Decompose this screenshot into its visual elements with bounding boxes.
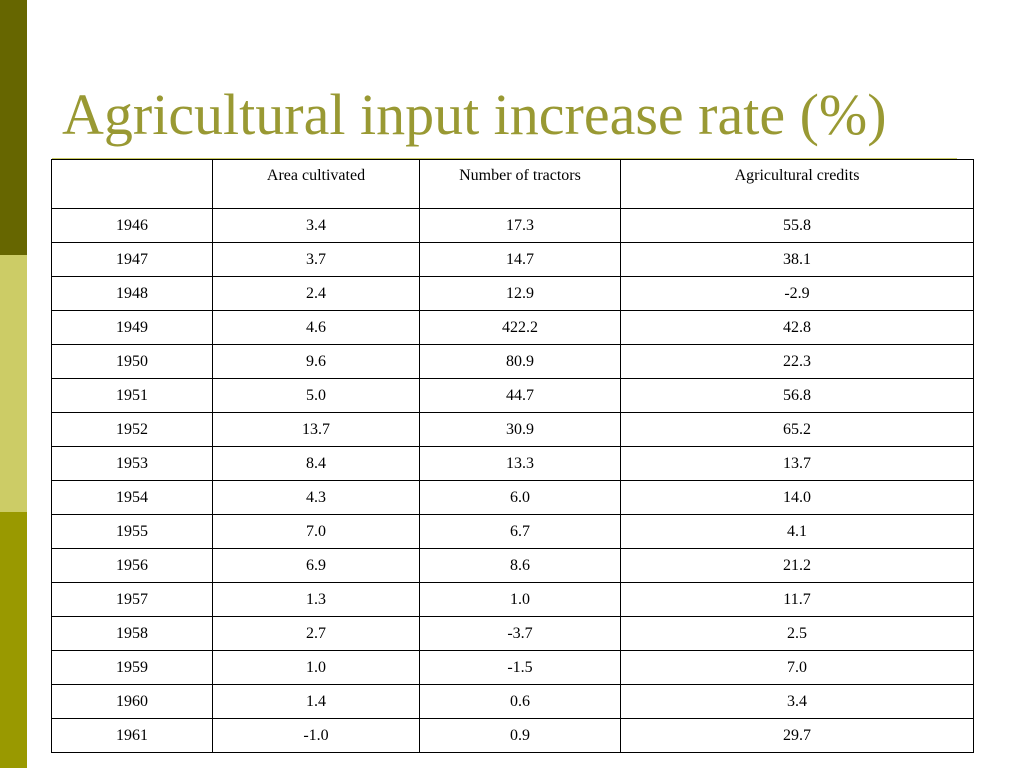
year-cell: 1954 — [51, 480, 213, 515]
year-cell: 1948 — [51, 276, 213, 311]
sidebar-stripe-light — [0, 255, 27, 512]
area-cultivated-cell: 4.3 — [212, 480, 420, 515]
area-cultivated-cell: 9.6 — [212, 344, 420, 379]
tractors-cell: 0.6 — [419, 684, 621, 719]
header-cell-tractors: Number of tractors — [419, 159, 621, 209]
year-cell: 1953 — [51, 446, 213, 481]
table-row: 1961 -1.0 0.9 29.7 — [51, 718, 974, 753]
area-cultivated-cell: 6.9 — [212, 548, 420, 583]
table-row: 1950 9.6 80.9 22.3 — [51, 344, 974, 379]
area-cultivated-cell: 2.7 — [212, 616, 420, 651]
header-cell-year — [51, 159, 213, 209]
credits-cell: 55.8 — [620, 208, 974, 243]
credits-cell: 3.4 — [620, 684, 974, 719]
tractors-cell: 6.7 — [419, 514, 621, 549]
area-cultivated-cell: 2.4 — [212, 276, 420, 311]
year-cell: 1960 — [51, 684, 213, 719]
header-cell-credits: Agricultural credits — [620, 159, 974, 209]
area-cultivated-cell: -1.0 — [212, 718, 420, 753]
sidebar-stripe-dark — [0, 0, 27, 255]
credits-cell: 38.1 — [620, 242, 974, 277]
year-cell: 1958 — [51, 616, 213, 651]
year-cell: 1946 — [51, 208, 213, 243]
tractors-cell: 12.9 — [419, 276, 621, 311]
tractors-cell: 1.0 — [419, 582, 621, 617]
credits-cell: 11.7 — [620, 582, 974, 617]
tractors-cell: -1.5 — [419, 650, 621, 685]
credits-cell: 2.5 — [620, 616, 974, 651]
year-cell: 1959 — [51, 650, 213, 685]
year-cell: 1956 — [51, 548, 213, 583]
credits-cell: 4.1 — [620, 514, 974, 549]
tractors-cell: -3.7 — [419, 616, 621, 651]
table-row: 1947 3.7 14.7 38.1 — [51, 242, 974, 277]
year-cell: 1952 — [51, 412, 213, 447]
table-row: 1953 8.4 13.3 13.7 — [51, 446, 974, 481]
credits-cell: -2.9 — [620, 276, 974, 311]
tractors-cell: 13.3 — [419, 446, 621, 481]
year-cell: 1961 — [51, 718, 213, 753]
tractors-cell: 6.0 — [419, 480, 621, 515]
data-table: Area cultivated Number of tractors Agric… — [51, 159, 974, 753]
header-cell-area: Area cultivated — [212, 159, 420, 209]
year-cell: 1951 — [51, 378, 213, 413]
sidebar-stripe-mid — [0, 512, 27, 768]
credits-cell: 56.8 — [620, 378, 974, 413]
area-cultivated-cell: 3.7 — [212, 242, 420, 277]
area-cultivated-cell: 1.4 — [212, 684, 420, 719]
year-cell: 1955 — [51, 514, 213, 549]
tractors-cell: 8.6 — [419, 548, 621, 583]
credits-cell: 7.0 — [620, 650, 974, 685]
table-row: 1959 1.0 -1.5 7.0 — [51, 650, 974, 685]
credits-cell: 13.7 — [620, 446, 974, 481]
tractors-cell: 44.7 — [419, 378, 621, 413]
tractors-cell: 80.9 — [419, 344, 621, 379]
year-cell: 1950 — [51, 344, 213, 379]
year-cell: 1949 — [51, 310, 213, 345]
table-row: 1958 2.7 -3.7 2.5 — [51, 616, 974, 651]
credits-cell: 65.2 — [620, 412, 974, 447]
table-row: 1954 4.3 6.0 14.0 — [51, 480, 974, 515]
area-cultivated-cell: 7.0 — [212, 514, 420, 549]
table-row: 1955 7.0 6.7 4.1 — [51, 514, 974, 549]
year-cell: 1947 — [51, 242, 213, 277]
credits-cell: 29.7 — [620, 718, 974, 753]
tractors-cell: 14.7 — [419, 242, 621, 277]
table-row: 1949 4.6 422.2 42.8 — [51, 310, 974, 345]
table-row: 1946 3.4 17.3 55.8 — [51, 208, 974, 243]
credits-cell: 22.3 — [620, 344, 974, 379]
table-row: 1960 1.4 0.6 3.4 — [51, 684, 974, 719]
table-row: 1952 13.7 30.9 65.2 — [51, 412, 974, 447]
area-cultivated-cell: 5.0 — [212, 378, 420, 413]
credits-cell: 14.0 — [620, 480, 974, 515]
year-cell: 1957 — [51, 582, 213, 617]
table-header-row: Area cultivated Number of tractors Agric… — [51, 159, 974, 209]
table-row: 1948 2.4 12.9 -2.9 — [51, 276, 974, 311]
credits-cell: 42.8 — [620, 310, 974, 345]
table-row: 1956 6.9 8.6 21.2 — [51, 548, 974, 583]
area-cultivated-cell: 1.3 — [212, 582, 420, 617]
table-row: 1951 5.0 44.7 56.8 — [51, 378, 974, 413]
tractors-cell: 17.3 — [419, 208, 621, 243]
tractors-cell: 422.2 — [419, 310, 621, 345]
tractors-cell: 30.9 — [419, 412, 621, 447]
area-cultivated-cell: 13.7 — [212, 412, 420, 447]
area-cultivated-cell: 1.0 — [212, 650, 420, 685]
area-cultivated-cell: 4.6 — [212, 310, 420, 345]
slide-title: Agricultural input increase rate (%) — [62, 82, 887, 147]
area-cultivated-cell: 3.4 — [212, 208, 420, 243]
tractors-cell: 0.9 — [419, 718, 621, 753]
area-cultivated-cell: 8.4 — [212, 446, 420, 481]
credits-cell: 21.2 — [620, 548, 974, 583]
table-row: 1957 1.3 1.0 11.7 — [51, 582, 974, 617]
